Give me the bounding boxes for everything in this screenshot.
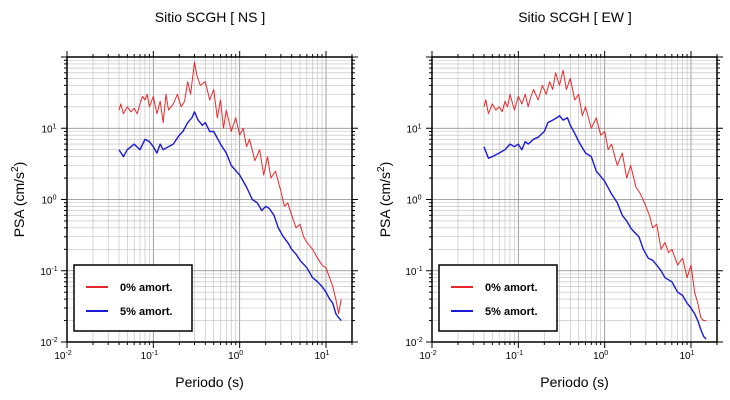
series-line-amort-5 bbox=[118, 111, 342, 322]
y-tick-label: 10-2 bbox=[405, 337, 422, 349]
y-tick-label: 101 bbox=[41, 123, 56, 135]
plot-frame bbox=[431, 56, 718, 343]
x-tick-label: 101 bbox=[314, 350, 329, 362]
plot-frame bbox=[66, 56, 353, 343]
y-tick-label: 10-1 bbox=[405, 266, 422, 278]
series-line-amort-0 bbox=[118, 61, 342, 315]
x-axis-label: Periodo (s) bbox=[540, 374, 608, 390]
legend: 0% amort. 5% amort. bbox=[73, 264, 193, 332]
legend-box bbox=[438, 264, 558, 332]
legend-label: 0% amort. bbox=[120, 282, 173, 294]
x-tick-label: 100 bbox=[228, 350, 243, 362]
y-tick-label: 10-1 bbox=[40, 266, 57, 278]
chart-ns: 10-2 10-1 100 101 10-2 10-1 100 101 Sitio SCGH [… bbox=[10, 9, 358, 390]
x-tick-label: 10-1 bbox=[506, 350, 523, 362]
y-axis-label: PSA (cm/s2) bbox=[10, 162, 27, 238]
series-line-amort-0 bbox=[483, 69, 707, 322]
legend-label: 0% amort. bbox=[485, 282, 538, 294]
legend: 0% amort. 5% amort. bbox=[438, 264, 558, 332]
y-tick-label: 101 bbox=[406, 123, 421, 135]
chart-ew: 10-2 10-1 100 101 10-2 10-1 100 101 Sitio SCGH [… bbox=[376, 9, 723, 390]
x-tick-label: 100 bbox=[593, 350, 608, 362]
y-tick-label: 10-2 bbox=[40, 337, 57, 349]
y-tick-label: 100 bbox=[41, 195, 56, 207]
legend-label: 5% amort. bbox=[485, 306, 538, 318]
x-axis-label: Periodo (s) bbox=[175, 374, 243, 390]
x-tick-label: 101 bbox=[679, 350, 694, 362]
y-tick-label: 100 bbox=[406, 195, 421, 207]
x-tick-label: 10-2 bbox=[419, 350, 436, 362]
legend-label: 5% amort. bbox=[120, 306, 173, 318]
chart-title: Sitio SCGH [ NS ] bbox=[155, 9, 265, 25]
chart-title: Sitio SCGH [ EW ] bbox=[518, 9, 632, 25]
series-line-amort-5 bbox=[483, 114, 707, 340]
x-tick-label: 10-1 bbox=[141, 350, 158, 362]
y-axis-label: PSA (cm/s2) bbox=[376, 162, 393, 238]
x-tick-label: 10-2 bbox=[54, 350, 71, 362]
grid bbox=[66, 56, 353, 343]
legend-box bbox=[73, 264, 193, 332]
